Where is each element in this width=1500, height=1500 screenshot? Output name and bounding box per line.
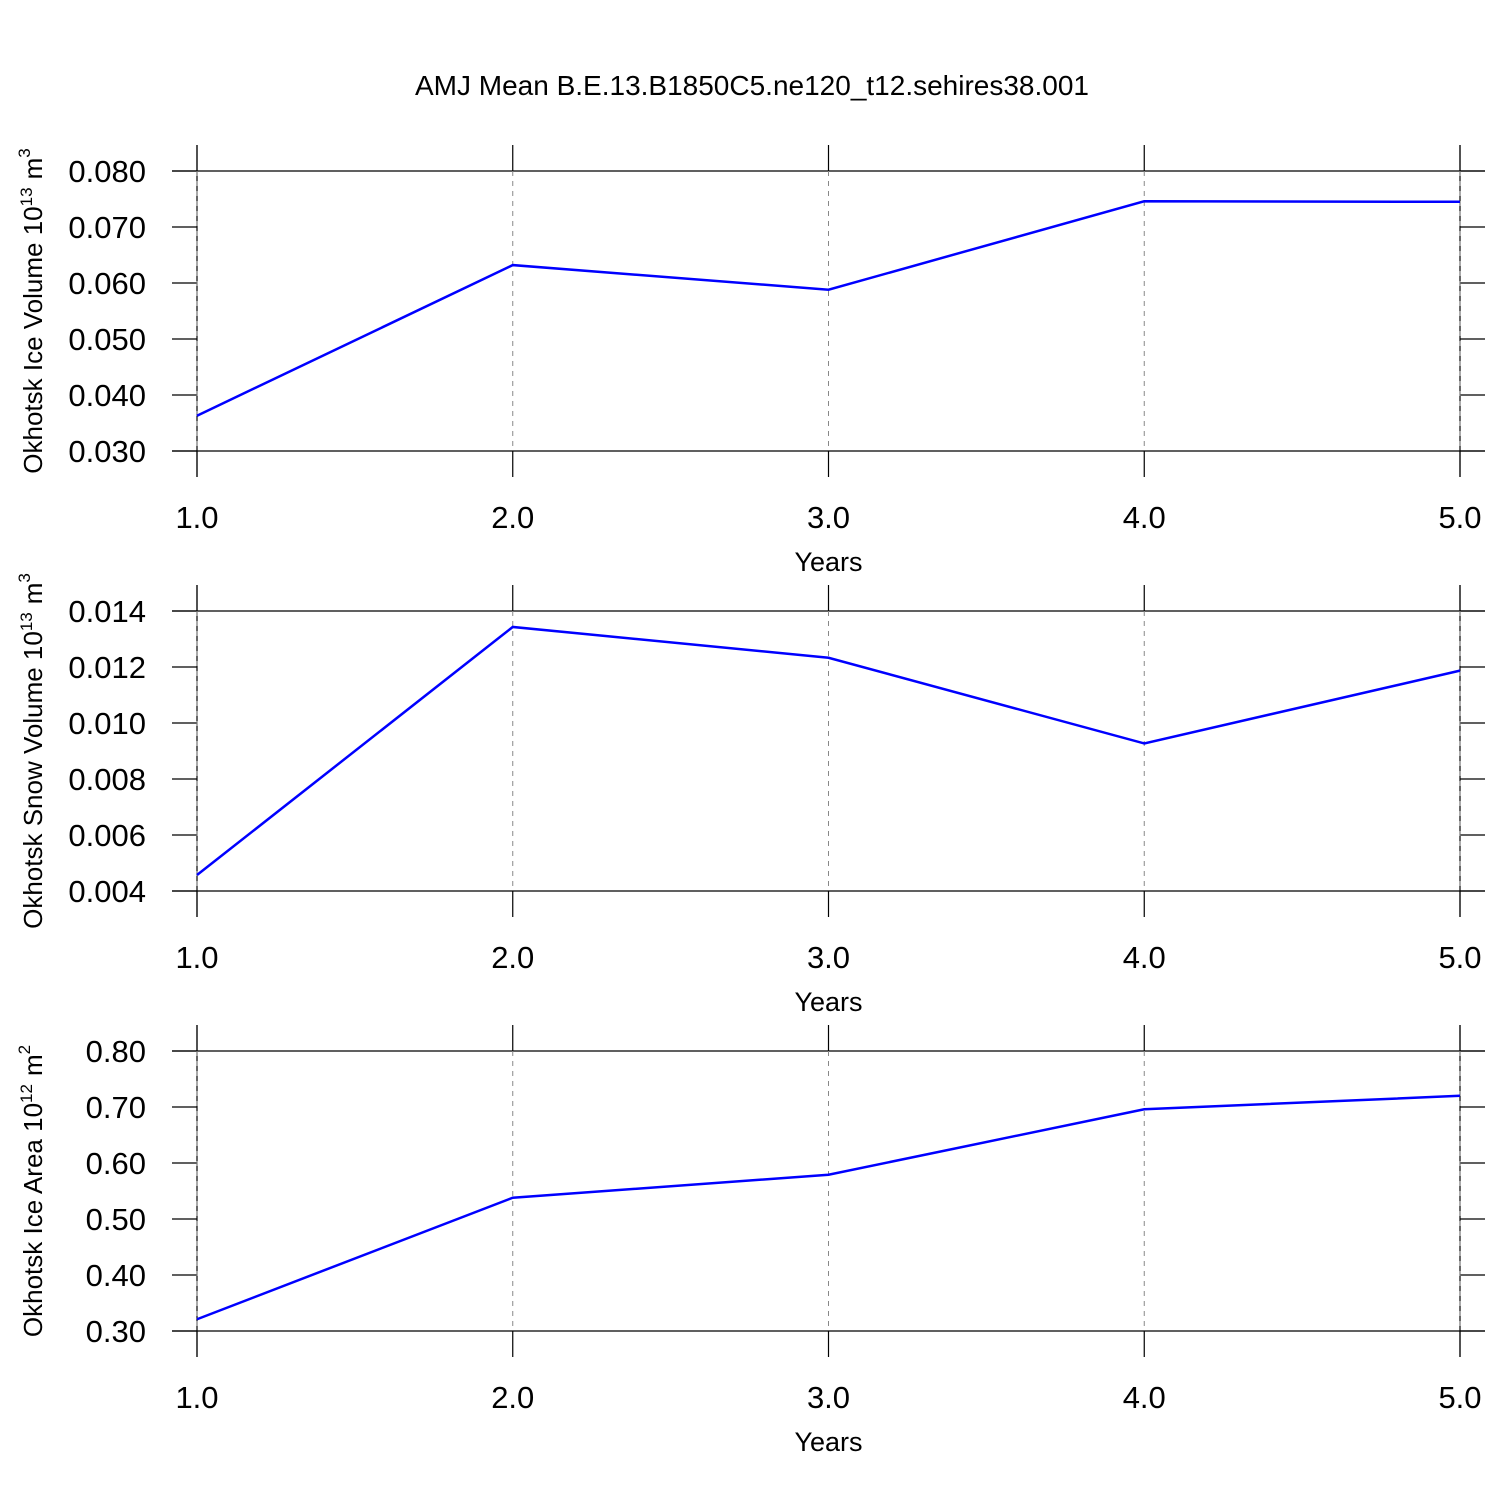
y-axis-label-unit-exp: 3: [15, 573, 34, 582]
x-axis-label: Years: [794, 1427, 862, 1457]
x-tick-label: 1.0: [175, 940, 218, 975]
x-tick-label: 3.0: [807, 1380, 850, 1415]
y-axis-label-text: Okhotsk Snow Volume 10: [18, 631, 48, 929]
x-tick-label: 2.0: [491, 500, 534, 535]
y-axis-label-unit-exp: 3: [15, 148, 34, 157]
x-tick-label: 4.0: [1123, 1380, 1166, 1415]
y-axis-label-exp: 12: [17, 1084, 36, 1103]
x-tick-label: 5.0: [1438, 940, 1481, 975]
y-tick-label: 0.30: [86, 1314, 146, 1349]
data-line: [196, 625, 1461, 877]
y-tick-label: 0.70: [86, 1090, 146, 1125]
y-tick-label: 0.014: [68, 594, 146, 629]
x-tick-label: 3.0: [807, 500, 850, 535]
y-axis-label-unit-exp: 2: [15, 1045, 34, 1054]
y-tick-label: 0.60: [86, 1146, 146, 1181]
x-axis-label: Years: [794, 547, 862, 577]
y-axis-label-unit: m: [18, 158, 48, 180]
x-tick-label: 1.0: [175, 500, 218, 535]
y-tick-label: 0.40: [86, 1258, 146, 1293]
y-tick-label: 0.004: [68, 874, 146, 909]
y-axis-label-unit: m: [18, 1054, 48, 1076]
y-tick-label: 0.060: [68, 266, 146, 301]
y-axis-label-text: Okhotsk Ice Area 10: [18, 1103, 48, 1337]
x-tick-label: 5.0: [1438, 500, 1481, 535]
y-tick-label: 0.040: [68, 378, 146, 413]
x-tick-label: 4.0: [1123, 940, 1166, 975]
x-axis-label: Years: [794, 987, 862, 1017]
y-tick-label: 0.010: [68, 706, 146, 741]
y-tick-label: 0.012: [68, 650, 146, 685]
y-tick-label: 0.030: [68, 434, 146, 469]
y-axis-label-text: Okhotsk Ice Volume 10: [18, 206, 48, 473]
chart-title: AMJ Mean B.E.13.B1850C5.ne120_t12.sehire…: [415, 70, 1089, 101]
x-tick-label: 2.0: [491, 940, 534, 975]
x-tick-label: 5.0: [1438, 1380, 1481, 1415]
x-tick-label: 2.0: [491, 1380, 534, 1415]
y-axis-label-exp: 13: [17, 187, 36, 206]
x-tick-label: 3.0: [807, 940, 850, 975]
y-axis-label: Okhotsk Ice Area 1012 m2: [15, 1045, 48, 1337]
y-axis-label: Okhotsk Ice Volume 1013 m3: [15, 148, 48, 473]
y-tick-label: 0.50: [86, 1202, 146, 1237]
y-tick-label: 0.80: [86, 1034, 146, 1069]
y-axis-label-exp: 13: [17, 612, 36, 631]
data-line: [196, 1094, 1461, 1321]
y-tick-label: 0.080: [68, 154, 146, 189]
x-tick-label: 1.0: [175, 1380, 218, 1415]
y-axis-label: Okhotsk Snow Volume 1013 m3: [15, 573, 48, 929]
y-axis-label-unit: m: [18, 583, 48, 605]
y-tick-label: 0.070: [68, 210, 146, 245]
y-tick-label: 0.050: [68, 322, 146, 357]
y-tick-label: 0.008: [68, 762, 146, 797]
y-tick-label: 0.006: [68, 818, 146, 853]
x-tick-label: 4.0: [1123, 500, 1166, 535]
data-line: [196, 199, 1461, 417]
